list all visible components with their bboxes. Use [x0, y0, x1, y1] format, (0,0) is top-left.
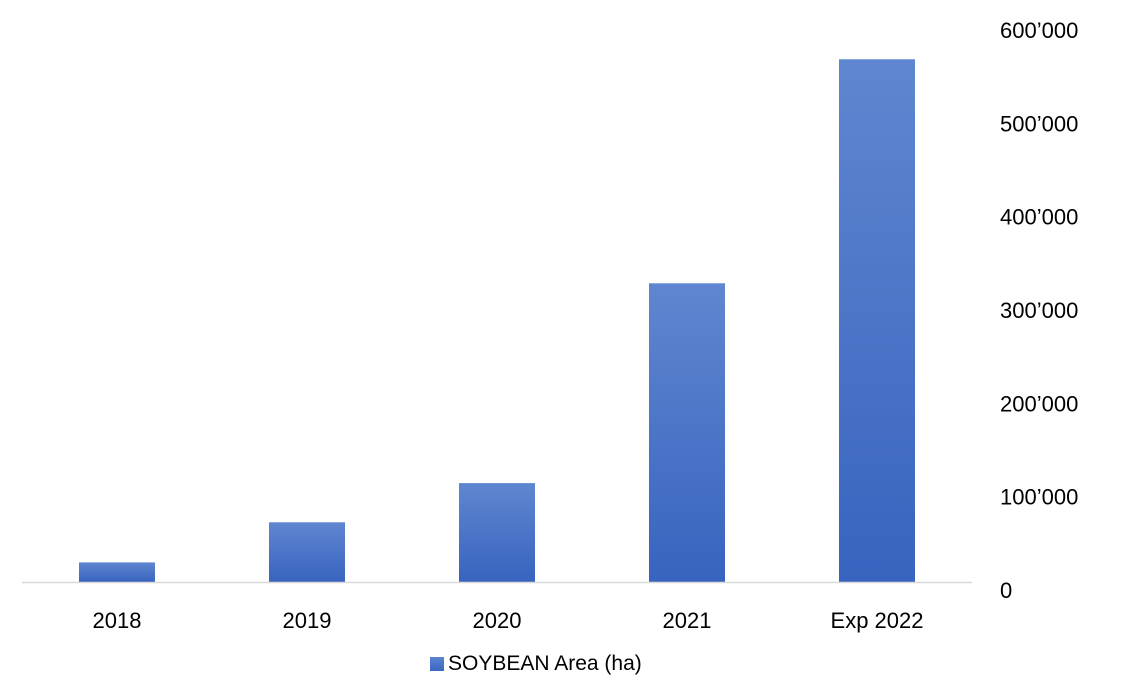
- bar-exp-2022: [839, 59, 915, 583]
- y-axis-ticks: 0 100’000 200’000 300’000 400’000 500’000 600’…: [1000, 18, 1078, 603]
- bar-2021: [649, 283, 725, 582]
- y-tick-label: 0: [1000, 578, 1012, 603]
- y-tick-label: 400’000: [1000, 205, 1078, 230]
- bars-group: [79, 59, 915, 583]
- legend: SOYBEAN Area (ha): [430, 652, 642, 676]
- y-tick-label: 100’000: [1000, 485, 1078, 510]
- y-tick-label: 500’000: [1000, 111, 1078, 136]
- y-tick-label: 200’000: [1000, 391, 1078, 416]
- x-tick-label: 2019: [283, 608, 332, 633]
- bar-2020: [459, 483, 535, 582]
- y-tick-label: 600’000: [1000, 18, 1078, 43]
- y-tick-label: 300’000: [1000, 298, 1078, 323]
- x-axis-ticks: 2018 2019 2020 2021 Exp 2022: [93, 608, 924, 633]
- bar-2018: [79, 562, 155, 582]
- legend-swatch: [430, 657, 444, 671]
- legend-label: SOYBEAN Area (ha): [448, 652, 642, 675]
- bar-2019: [269, 522, 345, 582]
- x-tick-label: Exp 2022: [831, 608, 924, 633]
- x-tick-label: 2018: [93, 608, 142, 633]
- x-tick-label: 2020: [473, 608, 522, 633]
- x-tick-label: 2021: [663, 608, 712, 633]
